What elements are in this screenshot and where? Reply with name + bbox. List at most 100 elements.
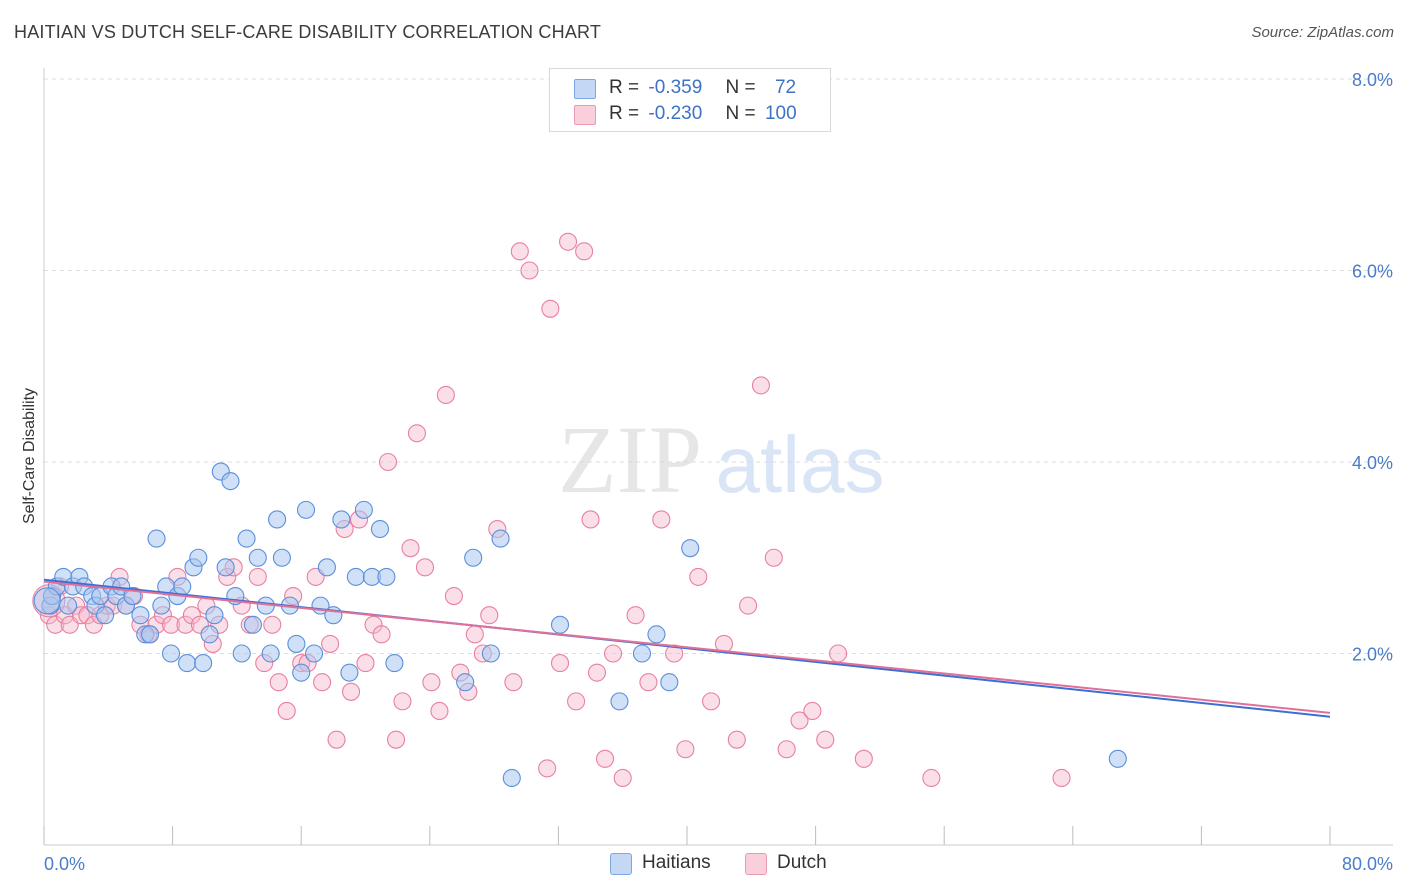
dutch-point-66	[504, 673, 523, 692]
haitians-legend-label: Haitians	[642, 852, 711, 873]
haitians-legend-swatch	[610, 853, 632, 875]
y-tick-label-1: 4.0%	[1352, 453, 1393, 473]
haitian-point-23	[161, 644, 181, 663]
y-axis-label: Self-Care Disability	[21, 388, 38, 524]
dutch-point-71	[550, 654, 570, 673]
dutch-point-88	[727, 730, 746, 749]
dutch-point-89	[739, 596, 758, 615]
haitian-point-38	[243, 615, 263, 634]
dutch-point-58	[436, 385, 455, 405]
haitian-point-26	[178, 654, 197, 673]
dutch-point-95	[816, 730, 835, 749]
legend-haitians-r: -0.359	[648, 77, 703, 98]
dutch-legend-swatch	[745, 853, 767, 875]
dutch-point-99	[1052, 768, 1071, 788]
dutch-point-75	[581, 510, 600, 529]
haitian-point-69	[660, 673, 679, 692]
legend-dutch-n: 100	[764, 103, 797, 124]
dutch-point-94	[803, 701, 822, 721]
dutch-point-74	[575, 242, 594, 261]
haitian-point-43	[272, 548, 291, 567]
dutch-point-72	[558, 232, 578, 251]
haitian-point-21	[152, 596, 171, 615]
haitian-point-34	[221, 472, 240, 491]
haitian-point-66	[610, 692, 629, 711]
haitian-point-50	[317, 558, 336, 577]
y-tick-label-3: 8.0%	[1352, 70, 1393, 90]
haitian-point-42	[268, 510, 287, 529]
dutch-point-53	[401, 539, 420, 558]
dutch-point-2	[46, 615, 65, 634]
haitian-point-28	[189, 548, 208, 567]
dutch-point-93	[790, 711, 809, 730]
legend-r-label: R =	[609, 103, 640, 124]
legend-n-label: N =	[725, 103, 756, 124]
dutch-point-54	[407, 424, 426, 443]
correlation-legend: R = -0.359 N = 72 R = -0.230 N = 100	[549, 68, 831, 132]
haitian-point-62	[481, 644, 500, 663]
dutch-point-69	[538, 759, 557, 778]
haitian-point-59	[385, 654, 404, 673]
dutch-point-77	[595, 749, 615, 768]
dutch-point-96	[829, 644, 848, 663]
dutch-point-79	[613, 768, 632, 788]
watermark-zip: ZIP	[558, 406, 702, 513]
x-tick-label-min: 0.0%	[44, 854, 85, 874]
dutch-point-43	[327, 730, 346, 749]
haitian-point-53	[340, 663, 359, 682]
dutch-point-68	[520, 261, 539, 280]
dutch-trend-line	[43, 580, 1331, 714]
dutch-point-32	[248, 567, 267, 586]
dutch-point-42	[321, 634, 340, 653]
haitian-points	[33, 462, 1127, 788]
legend-dutch-r: -0.230	[648, 103, 703, 124]
dutch-point-45	[341, 682, 361, 701]
haitian-point-55	[354, 500, 373, 519]
x-tick-label-max: 80.0%	[1342, 854, 1393, 874]
dutch-point-85	[689, 567, 708, 586]
haitian-point-33	[216, 558, 235, 577]
haitians-swatch	[574, 79, 596, 99]
haitian-point-65	[550, 615, 570, 634]
haitian-point-46	[292, 663, 311, 682]
haitian-point-4	[59, 596, 78, 615]
haitian-point-37	[237, 529, 256, 548]
dutch-point-64	[480, 606, 499, 625]
dutch-point-36	[277, 701, 296, 721]
haitian-point-70	[681, 539, 700, 558]
haitian-point-25	[173, 577, 192, 596]
haitian-point-30	[200, 625, 219, 644]
haitian-point-41	[261, 644, 280, 663]
axes	[43, 68, 1393, 846]
dutch-point-56	[422, 673, 441, 692]
haitian-point-61	[464, 548, 483, 567]
dutch-point-76	[587, 663, 607, 682]
dutch-point-80	[626, 606, 645, 625]
haitian-point-52	[332, 510, 351, 529]
gridlines	[44, 78, 1393, 654]
haitian-cluster-marker	[33, 587, 61, 615]
dutch-point-41	[313, 673, 332, 692]
haitian-point-20	[147, 529, 166, 548]
dutch-point-91	[764, 548, 783, 567]
haitian-point-19	[141, 625, 160, 644]
haitian-point-36	[232, 644, 251, 663]
source-credit: Source: ZipAtlas.com	[1251, 24, 1394, 41]
haitian-point-17	[131, 606, 150, 625]
dutch-point-20	[161, 615, 181, 634]
haitian-point-47	[296, 500, 316, 519]
watermark-atlas: atlas	[716, 420, 885, 509]
y-tick-label-0: 2.0%	[1352, 645, 1393, 665]
dutch-point-35	[269, 673, 288, 692]
dutch-point-73	[567, 692, 586, 711]
dutch-point-81	[639, 673, 658, 692]
haitian-point-29	[194, 654, 213, 673]
haitian-point-54	[346, 567, 365, 586]
dutch-point-55	[415, 558, 435, 577]
tick-labels: 2.0% 4.0% 6.0% 8.0% 0.0% 80.0%	[44, 70, 1393, 874]
legend-haitians-n: 72	[774, 77, 797, 98]
legend-n-label: N =	[725, 77, 756, 98]
haitian-point-31	[205, 606, 224, 625]
haitian-point-68	[647, 625, 666, 644]
dutch-point-47	[356, 654, 375, 673]
